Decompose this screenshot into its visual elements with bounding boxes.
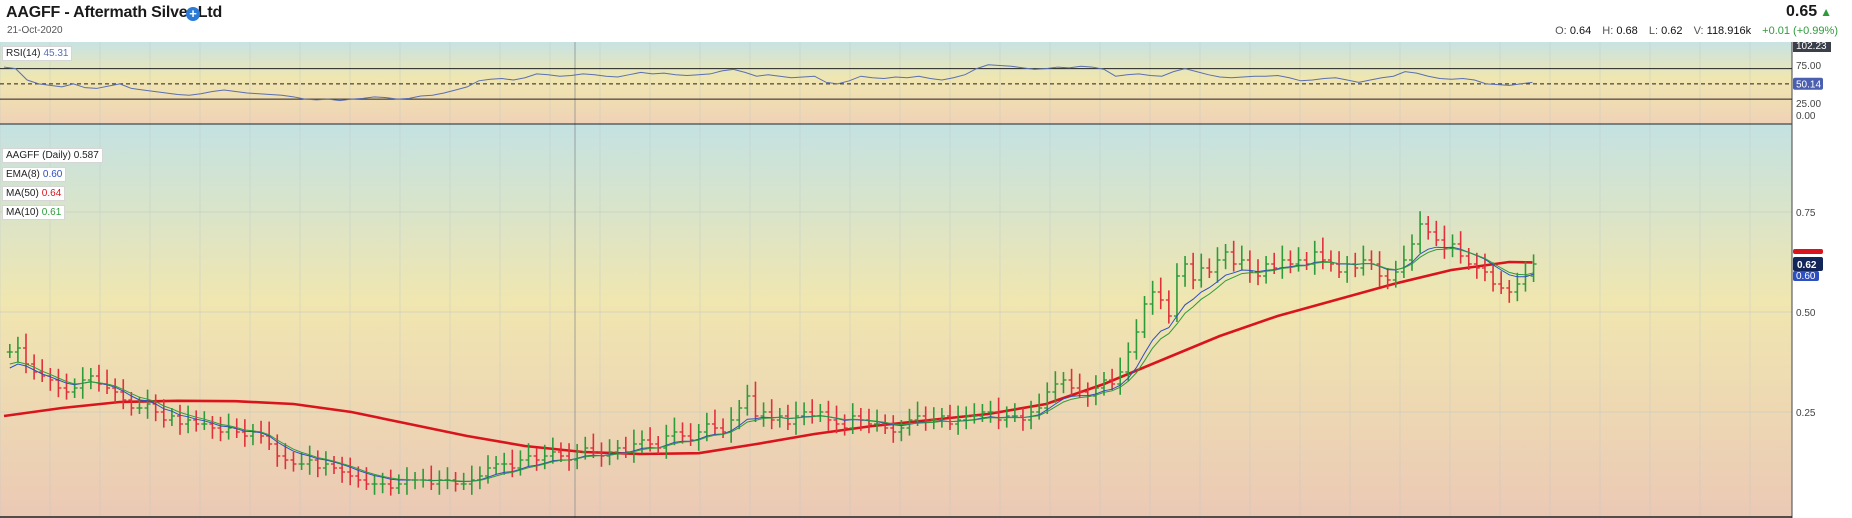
rsi-panel (0, 64, 1792, 102)
volume-label: V: (1693, 25, 1704, 37)
high-label: H: (1602, 25, 1614, 37)
rsi-legend-label: RSI(14) (6, 48, 41, 59)
ohlc-readout: O: 0.64 H: 0.68 L: 0.62 V: 118.916k +0.0… (1555, 25, 1838, 37)
rsi-tick-label: 0.00 (1796, 111, 1816, 122)
ema-legend-label: EMA(8) (6, 169, 40, 180)
rsi-legend-value: 45.31 (43, 48, 69, 59)
ema-legend: EMA(8) 0.60 (2, 167, 67, 182)
last-price: 0.65 ▲ (1786, 3, 1832, 21)
price-tick-label: 0.25 (1796, 408, 1816, 419)
low-value: 0.62 (1661, 25, 1683, 37)
change-value: +0.01 (+0.99%) (1762, 25, 1838, 37)
open-label: O: (1555, 25, 1567, 37)
price-tick-label: 0.50 (1796, 308, 1816, 319)
ma50-legend: MA(50) 0.64 (2, 186, 66, 201)
rsi-tick-label: 102.23 (1796, 42, 1827, 52)
ema-badge-value: 0.60 (1796, 271, 1816, 282)
rsi-tick-label: 25.00 (1796, 99, 1821, 110)
main-legend: AAGFF (Daily) 0.587 (2, 148, 103, 163)
rsi-legend: RSI(14) 45.31 (2, 46, 73, 61)
main-legend-label: AAGFF (Daily) 0.587 (6, 150, 99, 161)
add-symbol-icon[interactable]: + (186, 7, 200, 21)
ma50-legend-value: 0.64 (41, 188, 62, 199)
rsi-current-badge (1793, 77, 1823, 90)
high-value: 0.68 (1616, 25, 1638, 37)
rsi-panel-background (0, 42, 1792, 124)
rsi-max-badge (1793, 42, 1831, 52)
low-label: L: (1648, 25, 1659, 37)
ema-badge (1793, 271, 1819, 281)
price-tick-label: 0.75 (1796, 208, 1816, 219)
ma50-legend-label: MA(50) (6, 188, 39, 199)
symbol-title: AAGFF - Aftermath Silver Ltd (6, 4, 223, 21)
ma50-badge (1793, 249, 1823, 254)
chart-grid (0, 42, 1793, 518)
price-axis: 102.23 75.00 25.000.00 50.14 0.75 0.50 0.25 0.6… (1793, 42, 1831, 419)
ma10-line (9, 247, 1534, 482)
up-arrow-icon: ▲ (1820, 5, 1832, 19)
ma50-line (3, 260, 1533, 456)
chart-header: AAGFF - Aftermath Silver Ltd + 21-Oct-20… (0, 0, 1852, 42)
chart-date: 21-Oct-2020 (7, 25, 63, 36)
ma10-legend-label: MA(10) (6, 207, 39, 218)
rsi-current-value: 50.14 (1796, 80, 1821, 91)
ema-legend-value: 0.60 (42, 169, 63, 180)
ma10-legend-value: 0.61 (41, 207, 62, 218)
chart-area[interactable]: 102.23 75.00 25.000.00 50.14 0.75 0.50 0.25 0.6… (0, 42, 1852, 518)
price-badge-value: 0.62 (1797, 260, 1817, 271)
price-badge (1793, 257, 1823, 271)
open-value: 0.64 (1569, 25, 1592, 37)
last-price-value: 0.65 (1785, 3, 1818, 20)
price-panel-background (0, 124, 1792, 518)
price-panel (3, 211, 1537, 496)
rsi-tick-label: 75.00 (1796, 61, 1821, 72)
rsi-line (3, 64, 1533, 102)
ma10-legend: MA(10) 0.61 (2, 205, 66, 220)
volume-value: 118.916k (1706, 25, 1752, 37)
